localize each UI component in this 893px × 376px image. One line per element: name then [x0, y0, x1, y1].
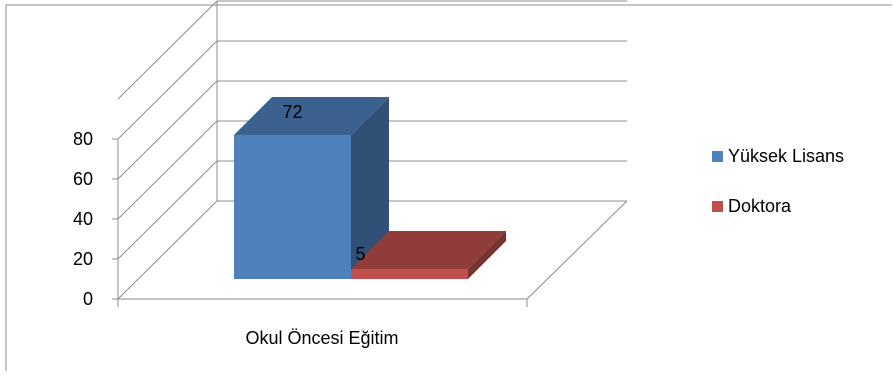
side-gridline [117, 0, 218, 100]
legend: Yüksek Lisans Doktora [712, 146, 844, 216]
bar-top-face [351, 231, 506, 269]
y-axis: 0 20 40 60 80 [73, 129, 528, 309]
chart-walls [118, 1, 628, 300]
floor-right-edge [526, 200, 628, 300]
bars [234, 97, 506, 279]
legend-label: Doktora [728, 196, 792, 216]
side-gridline [117, 200, 218, 300]
side-gridline [117, 80, 218, 180]
y-tick-label: 20 [73, 249, 93, 269]
legend-swatch [712, 151, 723, 162]
x-axis-labels: Okul Öncesi Eğitim [245, 328, 398, 348]
gridlines [117, 0, 627, 300]
y-tick-label: 0 [83, 289, 93, 309]
bar-doktora [351, 231, 506, 279]
bar-side-face [351, 97, 389, 279]
legend-swatch [712, 201, 723, 212]
side-gridline [117, 120, 218, 220]
data-label: 72 [283, 102, 303, 122]
bar-yuksek-lisans [234, 97, 389, 279]
bar-front-face [234, 135, 351, 279]
x-category-label: Okul Öncesi Eğitim [245, 328, 398, 348]
bar-top-face [234, 97, 389, 135]
y-tick-label: 80 [73, 129, 93, 149]
bar-side-face [468, 231, 506, 279]
side-gridline [117, 160, 218, 260]
data-labels: 72 5 [283, 102, 366, 264]
y-tick-label: 60 [73, 169, 93, 189]
legend-label: Yüksek Lisans [728, 146, 844, 166]
data-label: 5 [356, 244, 366, 264]
chart-border [5, 4, 892, 371]
bar-front-face [351, 269, 468, 279]
y-tick-label: 40 [73, 209, 93, 229]
side-gridline [117, 40, 218, 140]
